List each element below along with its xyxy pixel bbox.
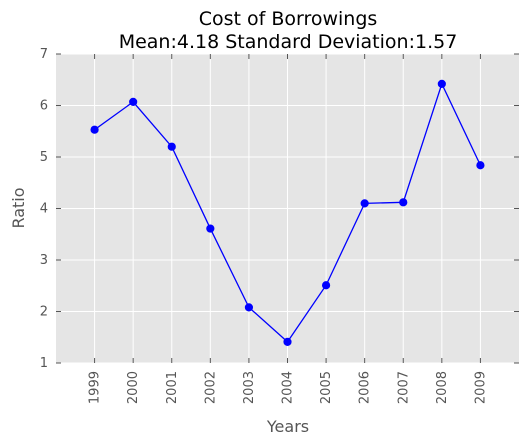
x-axis-ticks: 1999 2000 2001 2002 2003 2004 2005 2006 2007 2008… (88, 54, 488, 404)
data-point (206, 224, 215, 233)
data-point (321, 281, 331, 290)
x-tick-label: 2008 (435, 371, 450, 404)
data-point (360, 199, 369, 208)
data-point (244, 303, 254, 312)
x-tick-label: 2006 (358, 371, 373, 404)
x-tick-label: 2005 (319, 371, 334, 404)
data-point (399, 198, 408, 207)
x-tick-label: 2003 (242, 371, 257, 404)
y-tick-label: 1 (40, 356, 48, 371)
x-tick-label: 2002 (203, 371, 218, 404)
x-tick-label: 2007 (396, 371, 411, 404)
x-tick-label: 2000 (126, 371, 141, 404)
data-point (129, 97, 138, 106)
y-tick-label: 7 (40, 47, 48, 62)
y-axis-label: Ratio (9, 187, 28, 228)
x-axis-label: Years (266, 417, 309, 436)
data-point (167, 142, 176, 151)
y-tick-label: 3 (40, 253, 48, 268)
y-axis-ticks: 1 2 3 4 5 6 7 (40, 47, 519, 371)
y-tick-label: 2 (40, 305, 48, 320)
x-tick-label: 1999 (88, 371, 103, 404)
chart-subtitle: Mean:4.18 Standard Deviation:1.57 (119, 31, 458, 53)
y-tick-label: 4 (40, 202, 48, 217)
y-tick-label: 6 (40, 99, 48, 114)
y-tick-label: 5 (40, 150, 48, 165)
data-point (90, 125, 99, 134)
data-point (476, 161, 485, 170)
x-tick-label: 2004 (281, 371, 296, 404)
data-point (283, 337, 292, 346)
x-tick-label: 2001 (165, 371, 180, 404)
chart-title: Cost of Borrowings (199, 8, 378, 30)
data-points (90, 79, 485, 346)
x-tick-label: 2009 (473, 371, 488, 404)
data-point (437, 79, 446, 88)
